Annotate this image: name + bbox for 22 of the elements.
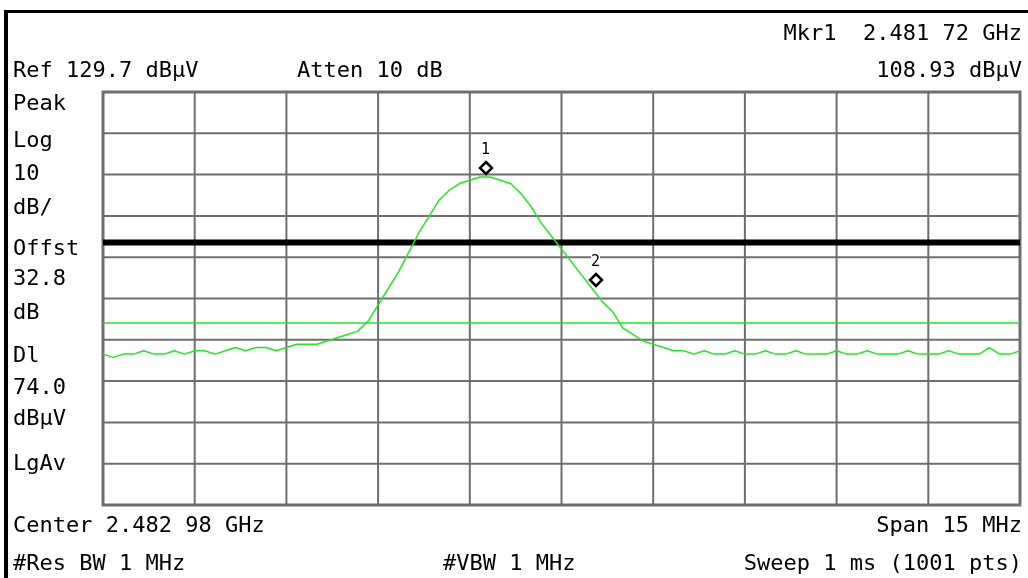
text: Dl <box>13 341 40 369</box>
text: dBµV <box>13 404 66 432</box>
text: 74.0 <box>13 373 66 401</box>
text: Center 2.482 98 GHz <box>13 511 265 539</box>
text: Offst <box>13 234 80 262</box>
text: Ref 129.7 dBµV <box>13 56 199 84</box>
text: Span 15 MHz <box>876 511 1022 539</box>
text: LgAv <box>13 449 66 477</box>
text: Atten 10 dB <box>297 56 443 84</box>
annotation: 2 <box>591 252 601 270</box>
text: Mkr1 2.481 72 GHz <box>783 19 1022 47</box>
text: Log <box>13 126 53 154</box>
text: #Res BW 1 MHz <box>13 549 186 577</box>
text: 10 <box>13 159 40 187</box>
text: 32.8 <box>13 264 66 292</box>
text: 108.93 dBµV <box>876 56 1022 84</box>
text: 1 <box>481 140 491 158</box>
text: Sweep 1 ms (1001 pts) <box>743 549 1022 577</box>
text: dB/ <box>13 193 53 221</box>
text: #VBW 1 MHz <box>443 549 576 577</box>
text: dB <box>13 298 40 326</box>
text: Peak <box>13 89 66 117</box>
